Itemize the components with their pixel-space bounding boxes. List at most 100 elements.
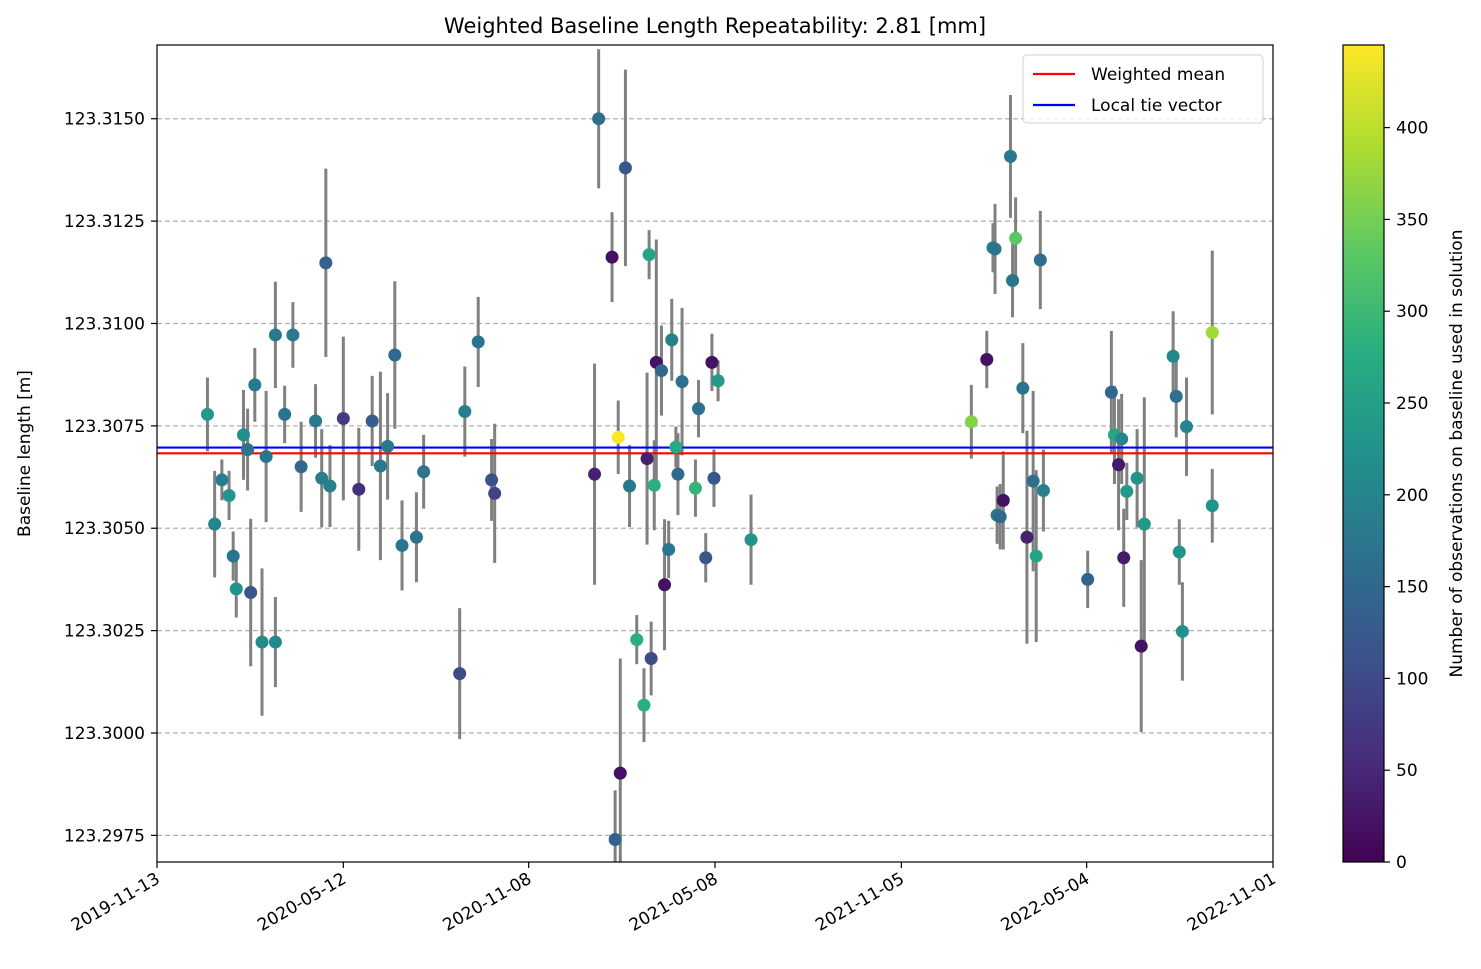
- colorbar-tick-label: 50: [1396, 761, 1418, 781]
- data-point: [226, 549, 240, 563]
- data-point: [744, 533, 758, 547]
- data-point: [395, 538, 409, 552]
- data-point: [1137, 517, 1151, 531]
- data-point: [1120, 484, 1134, 498]
- data-points: [200, 112, 1219, 846]
- data-point: [1036, 484, 1050, 498]
- colorbar-tick-label: 300: [1396, 302, 1428, 322]
- colorbar: [1342, 44, 1385, 863]
- data-point: [669, 440, 683, 454]
- x-tick-label: 2019-11-13: [68, 869, 164, 936]
- colorbar-tick-label: 250: [1396, 394, 1428, 414]
- y-tick-label: 123.2975: [64, 826, 145, 846]
- data-point: [241, 443, 255, 457]
- data-point: [229, 582, 243, 596]
- data-point: [315, 471, 329, 485]
- data-point: [294, 460, 308, 474]
- data-point: [200, 407, 214, 421]
- data-point: [1112, 458, 1126, 472]
- y-axis-label: Baseline length [m]: [15, 370, 35, 537]
- data-point: [1115, 432, 1129, 446]
- data-point: [637, 698, 651, 712]
- data-point: [1175, 624, 1189, 638]
- x-tick-label: 2021-05-08: [626, 869, 722, 936]
- y-tick-label: 123.3100: [64, 314, 145, 334]
- data-point: [1205, 325, 1219, 339]
- y-tick-label: 123.3125: [64, 212, 145, 232]
- data-point: [259, 450, 273, 464]
- data-point: [654, 364, 668, 378]
- data-point: [1081, 572, 1095, 586]
- data-point: [248, 378, 262, 392]
- data-point: [613, 766, 627, 780]
- colorbar-tick-label: 100: [1396, 669, 1428, 689]
- data-point: [1026, 474, 1040, 488]
- data-point: [323, 479, 337, 493]
- data-point: [244, 586, 258, 600]
- data-point: [711, 374, 725, 388]
- chart-title: Weighted Baseline Length Repeatability: …: [444, 14, 986, 38]
- data-point: [630, 633, 644, 647]
- data-point: [707, 471, 721, 485]
- data-point: [692, 402, 706, 416]
- data-point: [665, 333, 679, 347]
- x-tick-label: 2020-11-08: [440, 869, 536, 936]
- data-point: [618, 161, 632, 175]
- data-point: [388, 348, 402, 362]
- data-point: [215, 473, 229, 487]
- data-point: [286, 328, 300, 342]
- data-point: [309, 414, 323, 428]
- data-point: [1006, 273, 1020, 287]
- data-point: [485, 473, 499, 487]
- data-point: [980, 353, 994, 367]
- data-point: [1172, 545, 1186, 559]
- data-point: [658, 578, 672, 592]
- data-point: [471, 335, 485, 349]
- data-point: [647, 478, 661, 492]
- data-point: [671, 467, 685, 481]
- data-point: [278, 407, 292, 421]
- data-point: [1029, 549, 1043, 563]
- x-tick-label: 2022-11-01: [1184, 869, 1280, 936]
- data-point: [996, 493, 1010, 507]
- data-point: [705, 355, 719, 369]
- data-point: [644, 651, 658, 665]
- colorbar-tick-label: 400: [1396, 119, 1428, 139]
- data-point: [1033, 253, 1047, 267]
- data-point: [662, 543, 676, 557]
- x-tick-label: 2021-11-05: [812, 869, 908, 936]
- data-point: [605, 250, 619, 264]
- data-point: [964, 415, 978, 429]
- data-point: [1016, 381, 1030, 395]
- data-point: [1180, 420, 1194, 434]
- data-point: [222, 488, 236, 502]
- data-point: [688, 481, 702, 495]
- data-point: [268, 635, 282, 649]
- data-point: [1134, 639, 1148, 653]
- legend-label: Local tie vector: [1091, 96, 1222, 116]
- data-point: [1205, 499, 1219, 513]
- data-point: [588, 467, 602, 481]
- data-point: [365, 414, 379, 428]
- data-point: [699, 551, 713, 565]
- data-point: [409, 530, 423, 544]
- data-point: [592, 112, 606, 126]
- x-tick-label: 2022-05-04: [998, 869, 1094, 936]
- data-point: [417, 465, 431, 479]
- data-point: [1020, 530, 1034, 544]
- colorbar-tick-label: 0: [1396, 853, 1407, 873]
- error-bars: [205, 49, 1214, 862]
- legend: Weighted mean Local tie vector: [1022, 54, 1264, 124]
- data-point: [1009, 231, 1023, 245]
- legend-label: Weighted mean: [1091, 65, 1225, 85]
- data-point: [352, 482, 366, 496]
- data-point: [319, 256, 333, 270]
- data-point: [1166, 349, 1180, 363]
- data-point: [1117, 551, 1131, 565]
- data-point: [611, 430, 625, 444]
- y-tick-label: 123.3150: [64, 110, 145, 130]
- data-point: [268, 328, 282, 342]
- x-ticks: 2019-11-13 2020-05-12 2020-11-08 2021-05-08…: [68, 862, 1280, 936]
- data-point: [642, 248, 656, 262]
